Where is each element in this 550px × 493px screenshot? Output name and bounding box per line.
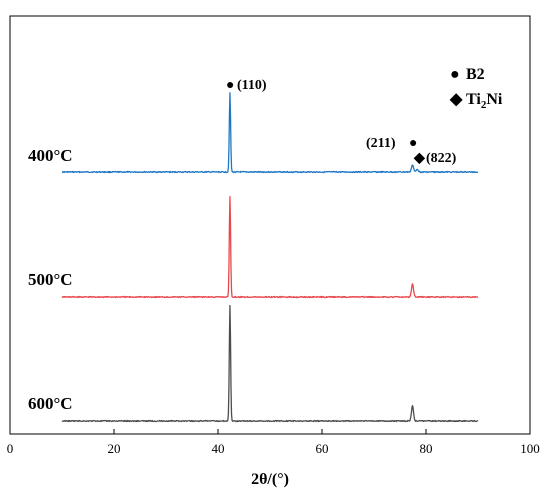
series-label-500: 500°C — [28, 270, 73, 289]
series-label-400: 400°C — [28, 146, 73, 165]
legend-ti2ni-marker: ◆ — [449, 91, 463, 108]
legend-ti2ni-label: Ti2Ni — [466, 91, 503, 111]
plot-frame — [9, 15, 531, 435]
series-line-0 — [61, 92, 479, 174]
annotation-211-marker: ● — [409, 136, 417, 151]
legend-ti2ni-sub: 2 — [481, 99, 487, 111]
legend-b2-label: B2 — [466, 66, 485, 83]
x-tick-label: 60 — [316, 441, 329, 456]
x-tick-label: 80 — [420, 441, 433, 456]
annotation-822-marker: ◆ — [413, 151, 426, 166]
x-tick-label: 20 — [108, 441, 121, 456]
annotation-822-label: (822) — [426, 151, 457, 166]
legend-ti2ni-ti: Ti — [466, 91, 481, 108]
x-axis-title: 2θ/(°) — [251, 471, 289, 488]
x-tick-label: 0 — [7, 441, 14, 456]
x-axis-ticks: 0 20 40 60 80 100 — [7, 429, 540, 456]
legend: ● B2 ◆ Ti2Ni — [449, 66, 503, 111]
annotation-211-label: (211) — [366, 136, 396, 151]
series-label-600: 600°C — [28, 394, 73, 413]
series-line-1 — [61, 195, 479, 299]
series-layer — [61, 92, 479, 423]
legend-ti2ni-ni: Ni — [486, 91, 503, 108]
x-tick-label: 100 — [520, 441, 540, 456]
annotation-110-label: (110) — [237, 78, 267, 93]
x-tick-label: 40 — [212, 441, 225, 456]
series-line-2 — [61, 304, 479, 423]
annotation-110-marker: ● — [226, 78, 234, 93]
legend-b2-marker: ● — [450, 66, 460, 83]
